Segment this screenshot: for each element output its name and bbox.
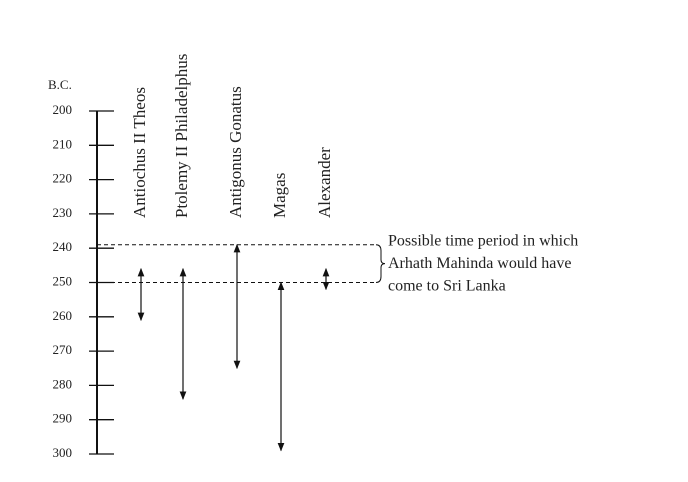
annotation: Possible time period in which xyxy=(388,233,578,250)
y-tick-label: 260 xyxy=(53,308,73,323)
brace xyxy=(375,244,386,283)
y-tick-label: 240 xyxy=(53,239,73,254)
ruler-label: Antigonus Gonatus xyxy=(226,86,245,218)
ruler-label: Antiochus II Theos xyxy=(130,87,149,218)
y-tick-label: 270 xyxy=(53,342,73,357)
y-tick-label: 230 xyxy=(53,205,73,220)
annotation: Arhath Mahinda would have xyxy=(388,255,572,272)
ruler-label: Magas xyxy=(270,173,289,218)
y-tick-label: 220 xyxy=(53,171,73,186)
y-tick-label: 210 xyxy=(53,136,73,151)
y-tick-label: 250 xyxy=(53,273,73,288)
ruler-label: Ptolemy II Philadelphus xyxy=(172,54,191,218)
ruler-label: Alexander xyxy=(315,147,334,218)
y-tick-label: 200 xyxy=(53,102,73,117)
annotation: come to Sri Lanka xyxy=(388,278,506,295)
y-tick-label: 300 xyxy=(53,445,73,460)
axis-label: B.C. xyxy=(48,77,72,92)
y-tick-label: 280 xyxy=(53,376,73,391)
y-tick-label: 290 xyxy=(53,411,73,426)
